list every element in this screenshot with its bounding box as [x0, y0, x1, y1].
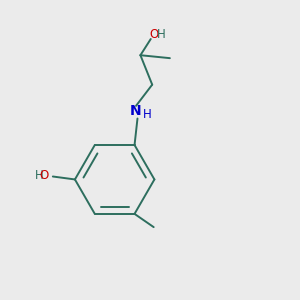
- Text: O: O: [40, 169, 49, 182]
- Text: H: H: [157, 28, 166, 41]
- Text: H: H: [143, 108, 152, 121]
- Text: H: H: [35, 169, 44, 182]
- Text: N: N: [130, 104, 142, 118]
- Text: O: O: [149, 28, 158, 41]
